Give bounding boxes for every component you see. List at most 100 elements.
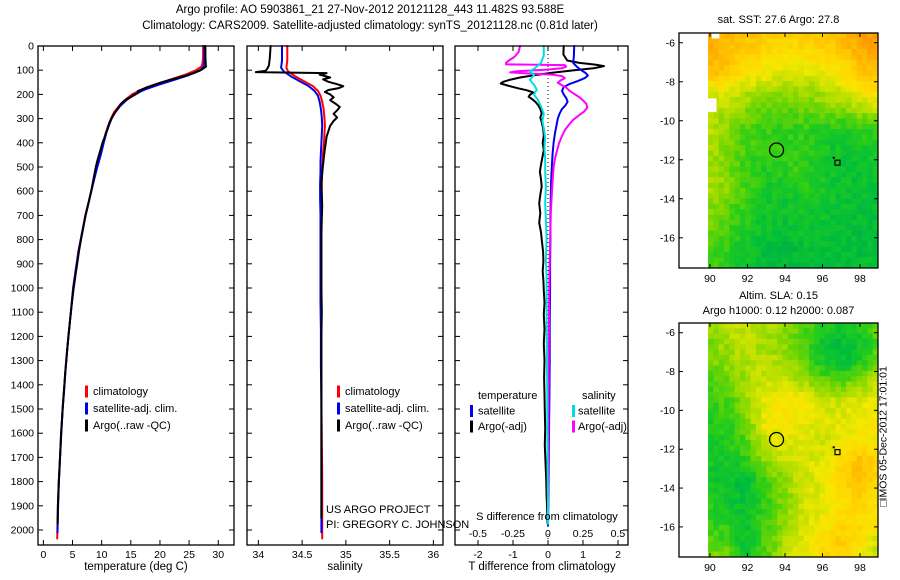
map2-cell [771, 455, 778, 462]
map2-cell [750, 338, 757, 345]
temp-satellite-adj. clim.-line [56, 45, 206, 534]
map1-cell [739, 209, 746, 215]
map1-cell [798, 241, 805, 248]
map1-cell [846, 70, 852, 77]
map2-cell [734, 402, 741, 409]
map1-cell [835, 118, 842, 125]
map2-cell [713, 429, 720, 436]
map2-cell [867, 466, 874, 473]
map1-cell [713, 257, 720, 264]
map1-cell [840, 246, 847, 253]
map2-cell [830, 482, 836, 489]
map2-cell [824, 455, 831, 462]
map1-cell [830, 59, 836, 66]
map1-cell [787, 38, 794, 45]
map2-cell [729, 525, 736, 531]
map2-cell [771, 418, 778, 425]
map2-cell [787, 530, 794, 537]
map1-cell [713, 145, 720, 151]
map2-cell [840, 434, 847, 441]
map1-cell [777, 230, 783, 237]
map1-cell [867, 107, 874, 114]
map1-cell [755, 91, 762, 98]
map1-cell [793, 113, 799, 119]
map1-cell [724, 97, 730, 103]
map1-cell [777, 43, 783, 50]
map1-cell [755, 177, 762, 183]
map1-cell [745, 113, 751, 119]
map2-cell [771, 487, 778, 494]
map2-cell [782, 487, 789, 494]
map2-cell [745, 376, 751, 382]
map2-cell [824, 471, 831, 478]
map1-cell [782, 155, 789, 162]
map2-cell [739, 424, 746, 430]
map2-cell [713, 546, 720, 553]
map2-cell [771, 402, 778, 409]
map1-cell [862, 155, 868, 162]
map1-float-position-marker [768, 142, 785, 158]
map1-cell [761, 81, 767, 87]
map1-cell [750, 198, 757, 205]
map2-cell [729, 434, 736, 441]
diff-x-tick-label: 1 [580, 549, 586, 561]
map2-cell [835, 471, 842, 478]
map1-cell [755, 219, 762, 226]
map1-cell [819, 70, 826, 77]
diff-T Argo(-adj)-line [499, 45, 605, 525]
map1-cell [803, 193, 810, 199]
map1-cell [787, 246, 794, 253]
map2-cell [862, 434, 868, 441]
map1-cell [750, 230, 757, 237]
map1-cell [777, 145, 783, 151]
map1-cell [782, 118, 789, 125]
map1-cell [851, 97, 858, 103]
map1-cell [798, 225, 805, 232]
map1-cell [819, 225, 826, 232]
map1-cell [777, 161, 783, 167]
map2-cell [724, 434, 730, 441]
map1-cell [862, 171, 868, 178]
map1-cell [761, 139, 767, 146]
map2-cell [835, 514, 842, 521]
map2-cell [766, 381, 773, 388]
map1-cell [724, 59, 730, 66]
map2-cell [787, 397, 794, 404]
map2-cell [798, 392, 805, 398]
map2-cell [808, 429, 815, 436]
map2-cell [867, 434, 874, 441]
map2-cell [739, 541, 746, 547]
map2-cell [846, 354, 852, 361]
map2-cell [787, 413, 794, 420]
map1-cell [840, 262, 847, 269]
map1-cell [708, 43, 714, 50]
map2-cell [814, 498, 820, 505]
map2-cell [755, 541, 762, 547]
map1-cell [856, 182, 863, 189]
map1-cell [830, 230, 836, 237]
map2-cell [856, 440, 863, 446]
map1-cell [745, 139, 751, 146]
map1-cell [724, 262, 730, 269]
map1-cell [724, 113, 730, 119]
map2-cell [872, 503, 879, 510]
map1-cell [739, 166, 746, 173]
map2-cell [755, 338, 762, 345]
map1-cell [745, 38, 751, 45]
map1-cell [755, 166, 762, 173]
map1-cell [803, 75, 810, 82]
map2-cell [862, 519, 868, 526]
map2-cell [782, 541, 789, 547]
map1-cell [745, 145, 751, 151]
map2-cell [729, 397, 736, 404]
map1-cell [867, 230, 874, 237]
map2-cell [745, 424, 751, 430]
map2-cell [862, 471, 868, 478]
map1-cell [745, 49, 751, 55]
map2-cell [761, 370, 767, 377]
map2-cell [713, 424, 720, 430]
map1-cell [862, 182, 868, 189]
map2-cell [798, 386, 805, 393]
map1-cell [840, 107, 847, 114]
map2-cell [745, 354, 751, 361]
